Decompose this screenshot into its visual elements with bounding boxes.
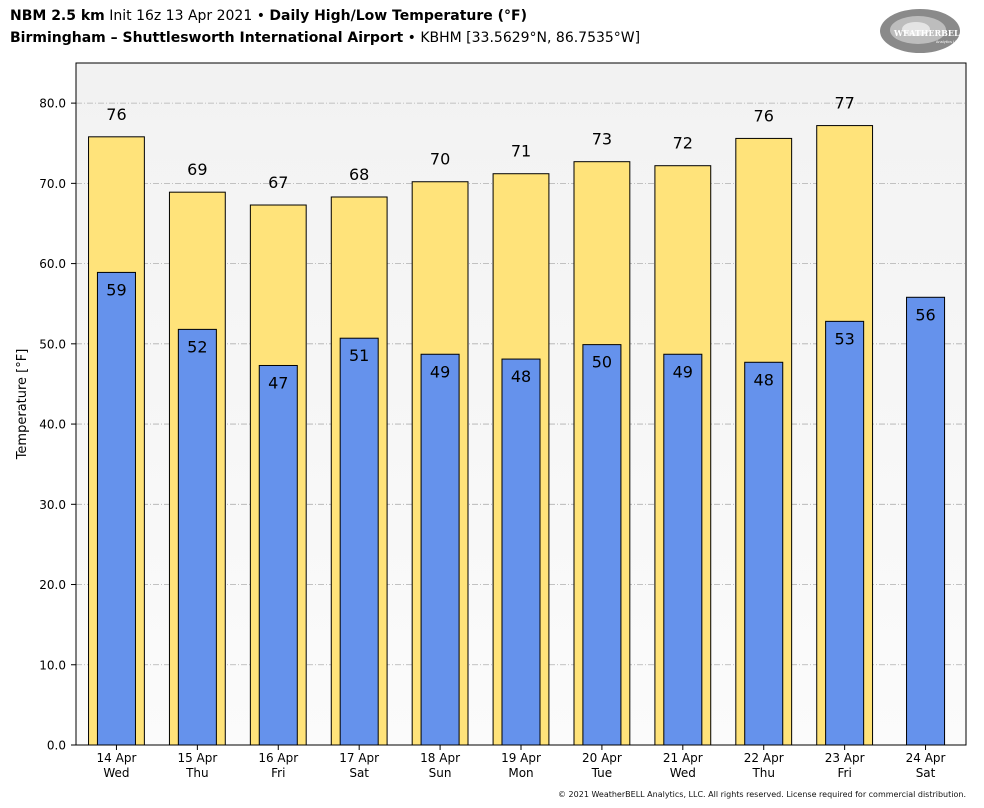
- low-temp-bar: [663, 353, 703, 746]
- x-tick-day: Wed: [103, 766, 129, 780]
- high-temp-label: 69: [187, 160, 207, 179]
- low-temp-bar: [501, 358, 541, 746]
- weatherbell-logo: WEATHERBELL Analytics LLC: [880, 9, 966, 53]
- y-tick-label: 30.0: [39, 498, 66, 512]
- x-tick-date: 17 Apr: [339, 751, 379, 765]
- chart-header: NBM 2.5 km Init 16z 13 Apr 2021 • Daily …: [10, 5, 640, 49]
- x-tick-date: 18 Apr: [420, 751, 460, 765]
- low-temp-label: 49: [673, 362, 693, 381]
- low-temp-bar: [177, 328, 217, 746]
- y-tick-label: 20.0: [39, 578, 66, 592]
- header-line-2: Birmingham – Shuttlesworth International…: [10, 27, 640, 49]
- high-temp-label: 77: [834, 94, 854, 113]
- x-tick-day: Thu: [185, 766, 209, 780]
- low-temp-label: 50: [592, 353, 612, 372]
- x-tick-date: 22 Apr: [744, 751, 784, 765]
- init-time: Init 16z 13 Apr 2021: [109, 8, 253, 24]
- bars: [88, 125, 946, 746]
- high-temp-label: 76: [106, 105, 126, 124]
- low-temp-label: 49: [430, 362, 450, 381]
- x-tick-day: Sat: [349, 766, 369, 780]
- x-tick-date: 23 Apr: [825, 751, 865, 765]
- low-temp-label: 51: [349, 346, 369, 365]
- low-temp-bar: [825, 320, 865, 746]
- y-tick-label: 10.0: [39, 658, 66, 672]
- bullet: •: [256, 8, 265, 24]
- x-tick-day: Fri: [837, 766, 851, 780]
- low-temp-label: 59: [106, 280, 126, 299]
- x-tick-date: 19 Apr: [501, 751, 541, 765]
- bullet-2: •: [407, 30, 416, 46]
- header-line-1: NBM 2.5 km Init 16z 13 Apr 2021 • Daily …: [10, 5, 640, 27]
- x-tick-day: Mon: [508, 766, 533, 780]
- bar-labels: 76 59 69 52 67 47 68 51 70 49 71 48 73 50 72 49 76 48 77 53…: [106, 94, 935, 393]
- high-temp-label: 71: [511, 142, 531, 161]
- low-temp-label: 52: [187, 337, 207, 356]
- low-temp-bar: [258, 364, 298, 746]
- high-temp-label: 72: [673, 134, 693, 153]
- low-temp-label: 47: [268, 373, 288, 392]
- low-temp-bar: [582, 344, 622, 746]
- station-info: KBHM [33.5629°N, 86.7535°W]: [420, 30, 641, 46]
- x-tick-date: 20 Apr: [582, 751, 622, 765]
- high-temp-label: 76: [754, 106, 774, 125]
- model-name: NBM 2.5 km: [10, 8, 105, 24]
- low-temp-label: 53: [834, 329, 854, 348]
- x-tick-day: Sat: [916, 766, 936, 780]
- low-temp-bar: [744, 361, 784, 746]
- logo-swirl-core: [902, 22, 930, 36]
- logo-text: WEATHERBELL: [893, 28, 966, 38]
- x-tick-day: Thu: [751, 766, 775, 780]
- logo-subtext: Analytics LLC: [936, 40, 960, 44]
- low-temp-label: 56: [915, 305, 935, 324]
- low-temp-bar: [420, 353, 460, 746]
- x-tick-day: Fri: [271, 766, 285, 780]
- low-temp-bar: [339, 337, 379, 746]
- high-temp-label: 73: [592, 130, 612, 149]
- y-tick-label: 40.0: [39, 418, 66, 432]
- high-temp-label: 70: [430, 150, 450, 169]
- y-tick-label: 0.0: [47, 739, 66, 753]
- low-temp-label: 48: [511, 367, 531, 386]
- y-axis: 0.0 10.0 20.0 30.0 40.0 50.0 60.0 70.0 80.0: [39, 97, 76, 753]
- x-tick-date: 16 Apr: [258, 751, 298, 765]
- chart-title: Daily High/Low Temperature (°F): [269, 8, 527, 24]
- x-tick-date: 14 Apr: [97, 751, 137, 765]
- low-temp-bar: [906, 296, 946, 746]
- low-temp-label: 48: [754, 370, 774, 389]
- x-tick-date: 21 Apr: [663, 751, 703, 765]
- location-name: Birmingham – Shuttlesworth International…: [10, 30, 404, 46]
- x-tick-date: 24 Apr: [906, 751, 946, 765]
- low-temp-bar: [96, 271, 136, 746]
- x-tick-date: 15 Apr: [177, 751, 217, 765]
- high-temp-label: 68: [349, 165, 369, 184]
- y-tick-label: 60.0: [39, 257, 66, 271]
- x-tick-day: Wed: [670, 766, 696, 780]
- y-tick-label: 50.0: [39, 337, 66, 351]
- copyright-notice: © 2021 WeatherBELL Analytics, LLC. All r…: [558, 790, 966, 799]
- y-tick-label: 70.0: [39, 177, 66, 191]
- y-tick-label: 80.0: [39, 97, 66, 111]
- x-tick-day: Sun: [429, 766, 452, 780]
- x-tick-day: Tue: [591, 766, 613, 780]
- y-axis-label: Temperature [°F]: [15, 349, 30, 461]
- high-temp-label: 67: [268, 173, 288, 192]
